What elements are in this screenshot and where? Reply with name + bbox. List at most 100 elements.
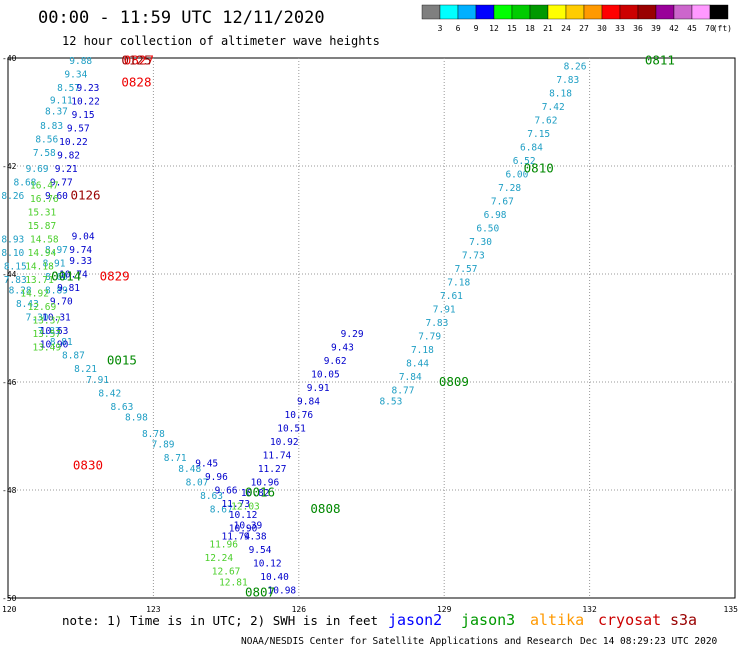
- color-scale-swatch: [619, 4, 639, 20]
- wave-height-point: 9.69: [26, 164, 49, 175]
- wave-height-point: 9.23: [77, 83, 100, 94]
- wave-height-point: 9.82: [57, 151, 80, 162]
- wave-height-point: 14.58: [30, 234, 59, 245]
- wave-height-point: 7.15: [527, 129, 550, 140]
- y-tick-label: -48: [2, 486, 17, 495]
- color-scale-label: 33: [615, 24, 625, 33]
- pass-time-label: 0828: [121, 74, 151, 89]
- wave-height-point: 14.92: [20, 288, 49, 299]
- wave-height-point: 11.27: [258, 464, 287, 475]
- wave-height-point: 7.83: [38, 326, 61, 337]
- wave-height-point: 8.63: [200, 491, 223, 502]
- wave-height-point: 10.22: [59, 137, 88, 148]
- wave-height-point: 9.81: [57, 283, 80, 294]
- wave-height-point: 14.18: [25, 261, 54, 272]
- wave-height-point: 10.98: [268, 585, 297, 596]
- pass-time-label: 0829: [100, 269, 130, 284]
- wave-height-point: 8.89: [45, 286, 68, 297]
- pass-time-label: 0811: [645, 53, 675, 68]
- color-scale-swatch: [565, 4, 585, 20]
- wave-height-point: 12.81: [219, 577, 248, 588]
- y-tick-label: -50: [2, 594, 17, 603]
- satellite-legend: jason2 jason3 altika cryosat s3a: [388, 611, 697, 629]
- wave-height-point: 7.58: [33, 148, 56, 159]
- wave-height-point: 8.42: [98, 388, 121, 399]
- wave-height-point: 8.56: [35, 135, 58, 146]
- wave-height-point: 9.29: [341, 329, 364, 340]
- x-tick-label: 123: [146, 605, 161, 614]
- wave-height-point: 10.22: [71, 97, 100, 108]
- wave-height-point: 9.38: [244, 531, 267, 542]
- wave-height-point: 8.07: [186, 477, 209, 488]
- legend-item: altika: [530, 611, 584, 629]
- wave-height-point: 8.71: [164, 453, 187, 464]
- wave-height-point: 8.81: [50, 337, 73, 348]
- wave-height-point: 9.45: [195, 459, 218, 470]
- wave-height-point: 7.91: [433, 305, 456, 316]
- color-scale-swatch: [439, 4, 459, 20]
- wave-height-point: 8.78: [142, 429, 165, 440]
- wave-height-point: 10.12: [253, 558, 282, 569]
- pass-time-label: 0016: [245, 485, 275, 500]
- pass-time-label: 0014: [51, 269, 81, 284]
- chart-title: 00:00 - 11:59 UTC 12/11/2020: [38, 8, 325, 28]
- y-tick-label: -40: [2, 54, 17, 63]
- y-tick-label: -46: [2, 378, 17, 387]
- legend-item: s3a: [670, 611, 697, 629]
- x-tick-label: 135: [724, 605, 739, 614]
- wave-height-point: 8.63: [110, 402, 133, 413]
- wave-height-point: 9.11: [50, 96, 73, 107]
- wave-height-point: 8.37: [45, 106, 68, 117]
- wave-height-point: 9.74: [69, 245, 92, 256]
- wave-height-point: 12.67: [212, 567, 241, 578]
- wave-height-point: 10.63: [40, 326, 69, 337]
- wave-height-point: 7.89: [152, 440, 175, 451]
- color-scale-swatch: [655, 4, 675, 20]
- wave-height-point: 7.83: [4, 275, 27, 286]
- color-scale-swatch: [529, 4, 549, 20]
- wave-height-point: 10.31: [42, 313, 71, 324]
- wave-height-point: 9.88: [69, 56, 92, 67]
- wave-height-point: 8.10: [1, 248, 24, 259]
- color-scale-label: 12: [489, 24, 499, 33]
- wave-height-point: 13.37: [32, 315, 61, 326]
- wave-height-point: 9.96: [205, 472, 228, 483]
- wave-height-point: 10.39: [234, 521, 263, 532]
- wave-height-point: 7.30: [469, 237, 492, 248]
- wave-height-point: 8.28: [9, 286, 32, 297]
- wave-height-point: 8.48: [178, 464, 201, 475]
- wave-height-point: 8.91: [43, 259, 66, 270]
- pass-time-label: 0125: [121, 53, 151, 68]
- color-scale-swatch: [673, 4, 693, 20]
- x-tick-label: 126: [292, 605, 307, 614]
- wave-height-point: 10.76: [284, 410, 313, 421]
- wave-height-point: 9.66: [215, 486, 238, 497]
- grid-lines: [8, 58, 735, 598]
- wave-height-point: 7.18: [411, 345, 434, 356]
- x-tick-label: 132: [582, 605, 597, 614]
- color-scale-label: 18: [525, 24, 535, 33]
- wave-height-point: 10.82: [241, 488, 270, 499]
- y-tick-label: -44: [2, 270, 17, 279]
- wave-height-point: 8.93: [1, 234, 24, 245]
- pass-time-label: 0808: [310, 501, 340, 516]
- color-scale-label: 36: [633, 24, 643, 33]
- color-scale-swatch: [547, 4, 567, 20]
- wave-height-point: 8.97: [45, 245, 68, 256]
- wave-height-point: 8.18: [549, 89, 572, 100]
- wave-height-point: 10.96: [251, 477, 280, 488]
- wave-height-point: 7.83: [556, 75, 579, 86]
- wave-height-point: 15.87: [28, 221, 57, 232]
- color-scale-label: 39: [651, 24, 661, 33]
- wave-height-point: 7.62: [535, 116, 558, 127]
- wave-height-point: 10.40: [260, 572, 289, 583]
- color-scale-label: 42: [669, 24, 679, 33]
- wave-height-point: 9.34: [64, 70, 87, 81]
- wave-height-point: 8.98: [125, 413, 148, 424]
- wave-height-points: 8.678.638.078.488.717.898.788.988.638.42…: [1, 56, 586, 596]
- color-scale-swatch: [457, 4, 477, 20]
- axis-tick-labels: 120 123 126 129 132 135 -40 -42 -44 -46 -48 -50: [2, 54, 738, 614]
- wave-height-point: 9.91: [307, 383, 330, 394]
- chart-subtitle: 12 hour collection of altimeter wave hei…: [62, 34, 380, 48]
